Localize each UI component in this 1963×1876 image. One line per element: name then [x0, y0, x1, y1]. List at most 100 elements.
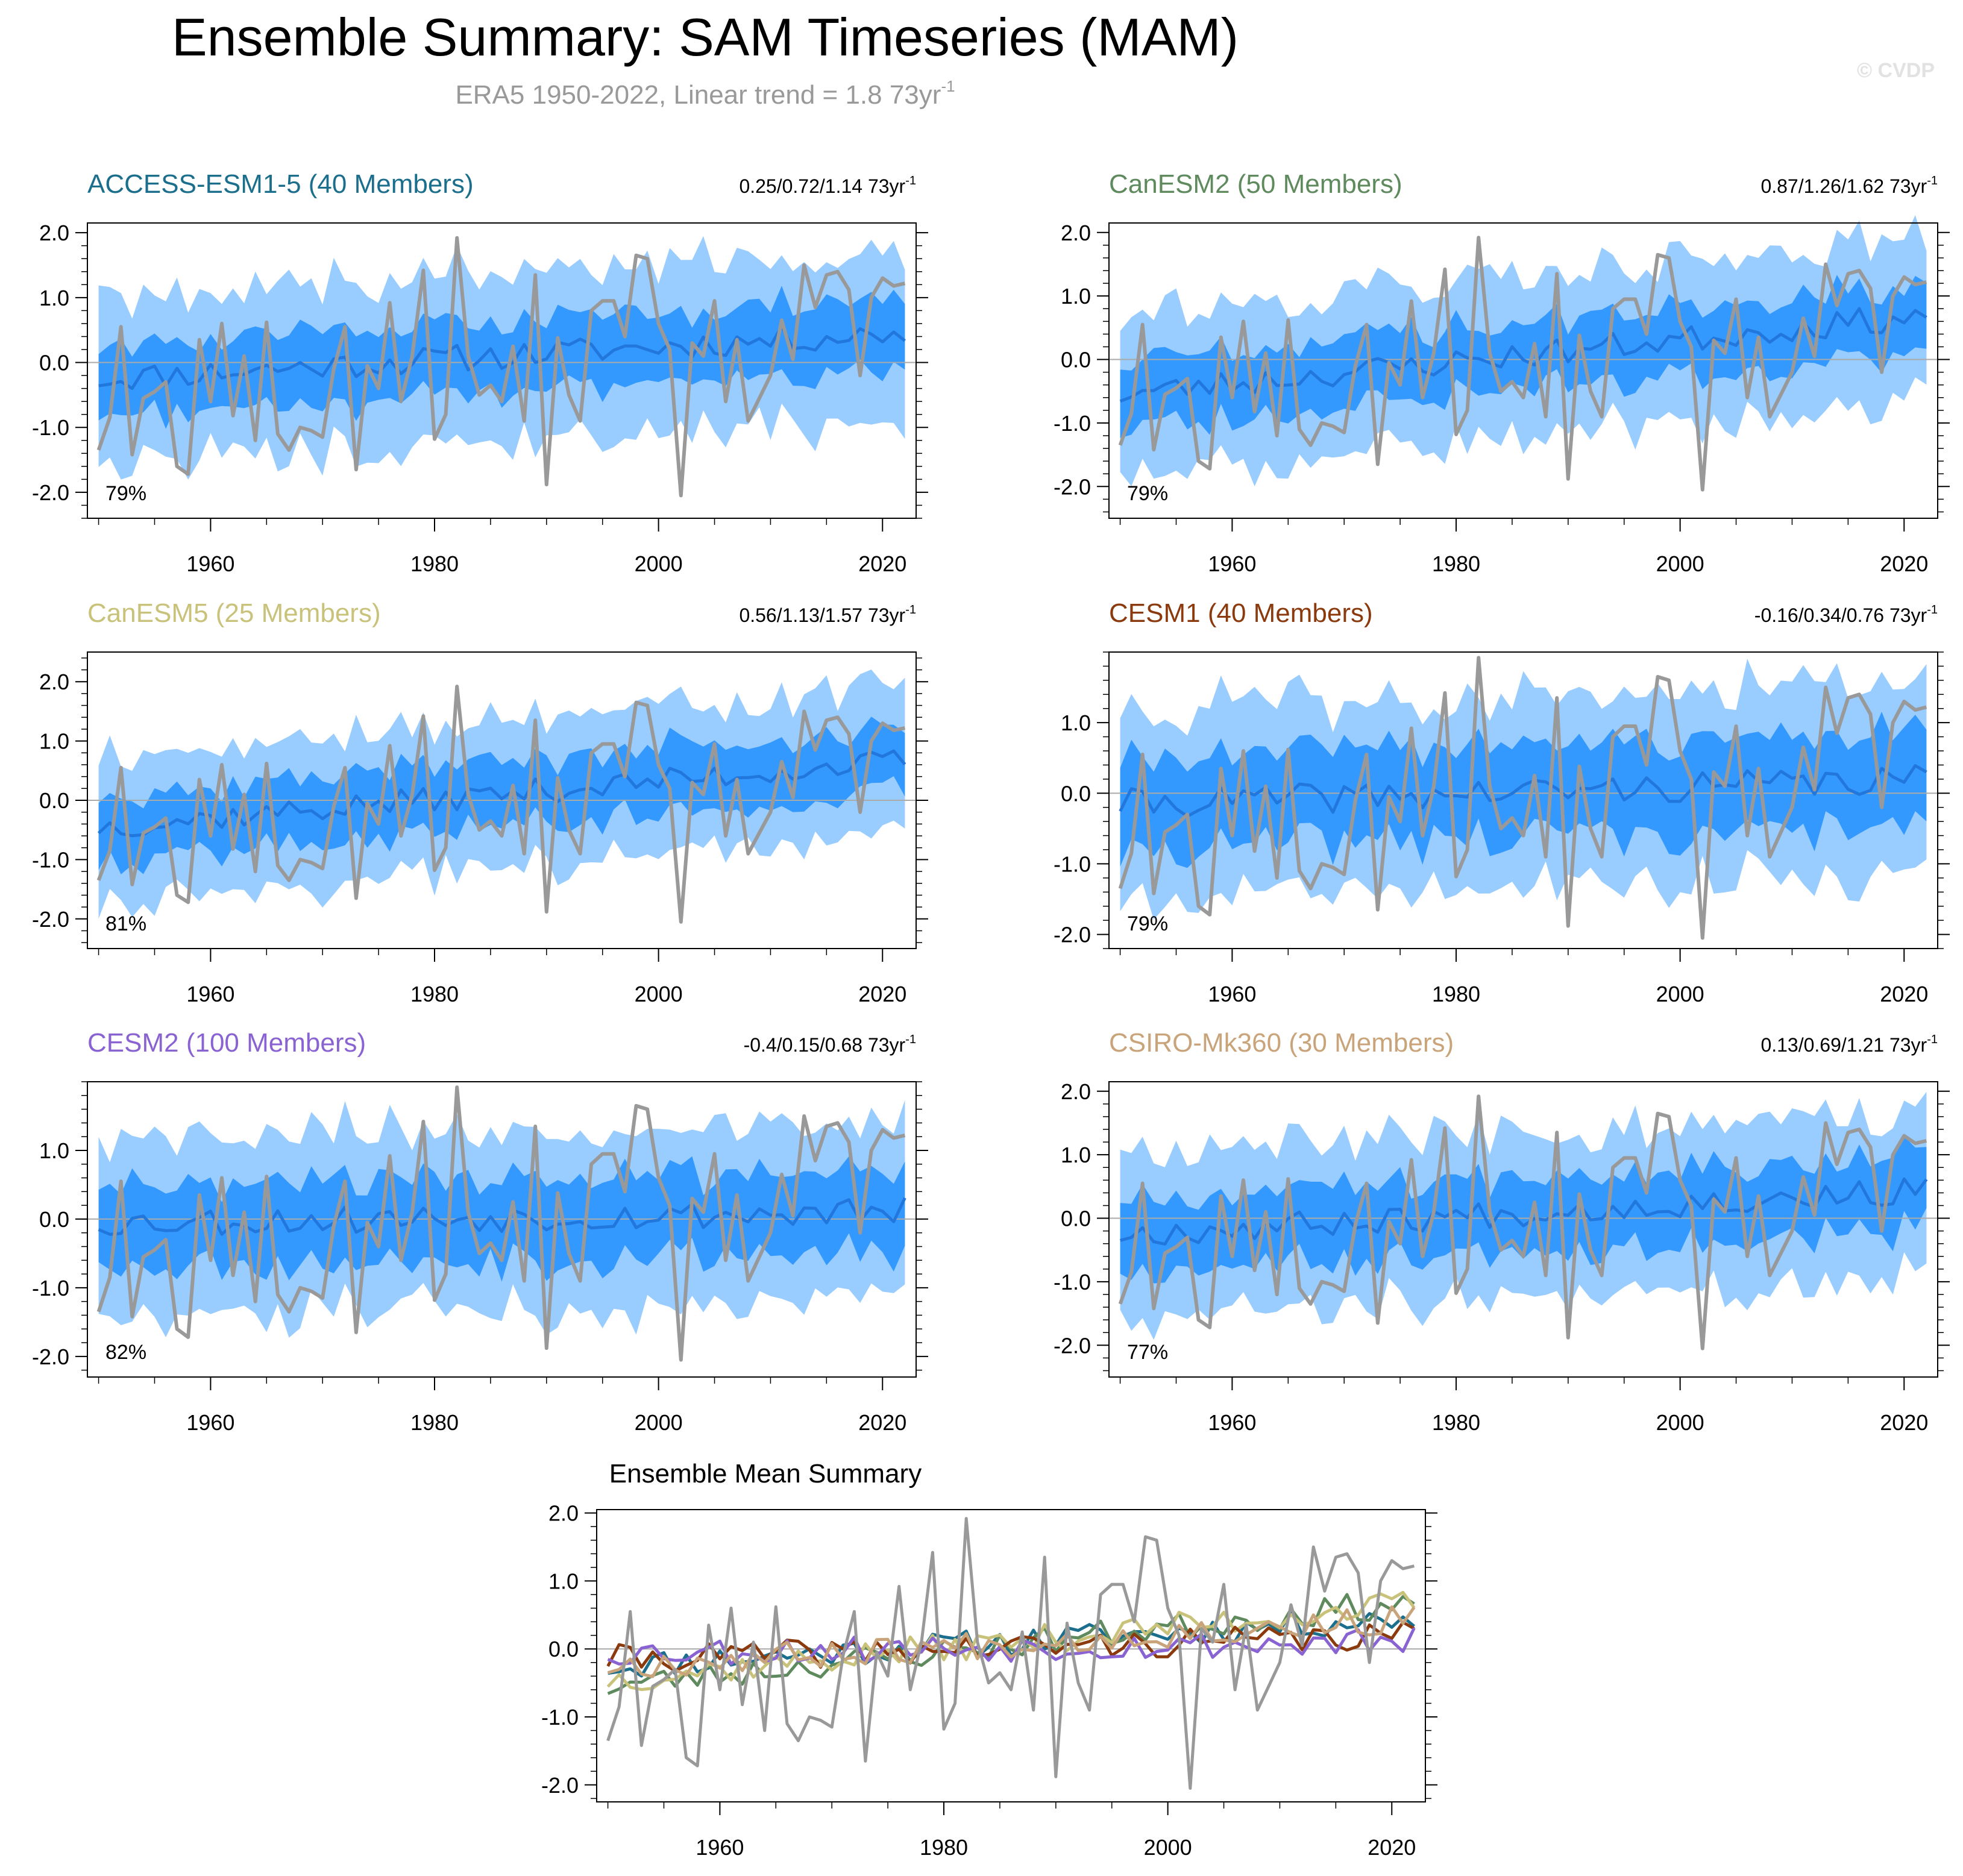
panel-title: CSIRO-Mk360 (30 Members): [1109, 1028, 1454, 1058]
x-tick-label: 1960: [1208, 982, 1256, 1006]
percent-label: 81%: [105, 912, 146, 935]
y-tick-label: 1.0: [1061, 1143, 1091, 1167]
y-tick-label: -2.0: [1054, 923, 1091, 947]
panel-trend-text: -0.16/0.34/0.76 73yr: [1754, 604, 1927, 626]
panel-title: ACCESS-ESM1-5 (40 Members): [87, 169, 474, 199]
panel-trend-sup: -1: [905, 1033, 916, 1046]
panel-cesm2-100-members: CESM2 (100 Members) -0.4/0.15/0.68 73yr-1…: [32, 1028, 928, 1435]
panel-trend: -0.4/0.15/0.68 73yr-1: [744, 1033, 916, 1056]
panel-trend: 0.87/1.26/1.62 73yr-1: [1760, 174, 1938, 197]
observed-line: [96, 236, 906, 498]
x-tick-label: 1980: [920, 1835, 968, 1860]
x-tick-label: 1960: [186, 982, 234, 1006]
panel-trend: 0.25/0.72/1.14 73yr-1: [739, 174, 916, 197]
y-tick-label: -2.0: [32, 1344, 69, 1369]
x-tick-label: 2020: [858, 1410, 906, 1435]
y-tick-label: 0.0: [39, 351, 69, 375]
x-tick-label: 2020: [1880, 1410, 1928, 1435]
panel-title: CESM1 (40 Members): [1109, 598, 1373, 628]
series-line-era5: [606, 1517, 1415, 1790]
y-tick-label: -1.0: [32, 415, 69, 440]
panel-trend-text: 0.25/0.72/1.14 73yr: [739, 175, 905, 197]
x-tick-label: 2020: [858, 982, 906, 1006]
x-tick-label: 1960: [186, 551, 234, 576]
y-tick-label: 1.0: [1061, 284, 1091, 309]
y-tick-label: -1.0: [1054, 1270, 1091, 1294]
x-tick-label: 1980: [410, 1410, 459, 1435]
x-tick-label: 2020: [858, 551, 906, 576]
panel-trend-text: 0.13/0.69/1.21 73yr: [1760, 1034, 1927, 1056]
y-tick-label: -1.0: [1054, 411, 1091, 436]
panel-cesm1-40-members: CESM1 (40 Members) -0.16/0.34/0.76 73yr-1…: [1054, 598, 1950, 1006]
y-tick-label: 2.0: [39, 670, 69, 694]
y-tick-label: -1.0: [32, 1276, 69, 1300]
panel-trend-sup: -1: [1927, 603, 1938, 616]
ensemble-mean-line: [98, 1197, 906, 1236]
y-tick-label: 2.0: [548, 1501, 579, 1526]
x-tick-label: 2000: [635, 1410, 683, 1435]
percent-label: 79%: [1127, 482, 1168, 505]
y-tick-label: -1.0: [32, 847, 69, 872]
x-tick-label: 2020: [1880, 551, 1928, 576]
y-tick-label: -2.0: [32, 480, 69, 505]
y-tick-label: 1.0: [39, 286, 69, 310]
x-tick-label: 1980: [1432, 1410, 1480, 1435]
y-tick-label: -1.0: [541, 1705, 579, 1730]
x-tick-label: 1960: [1208, 551, 1256, 576]
y-tick-label: 1.0: [39, 1138, 69, 1163]
y-tick-label: 0.0: [1061, 1206, 1091, 1231]
inner-spread-band: [98, 286, 905, 429]
observed-line: [1118, 656, 1927, 940]
panel-trend-sup: -1: [1927, 1033, 1938, 1046]
plot-frame: [87, 222, 917, 519]
x-tick-label: 1980: [410, 982, 459, 1006]
panel-csiro-mk360-30-members: CSIRO-Mk360 (30 Members) 0.13/0.69/1.21 7…: [1054, 1028, 1950, 1435]
inner-spread-band: [1120, 712, 1927, 868]
panel-title: CESM2 (100 Members): [87, 1028, 366, 1058]
panel-trend-text: 0.87/1.26/1.62 73yr: [1760, 175, 1927, 197]
panel-title: CanESM2 (50 Members): [1109, 169, 1402, 199]
panel-access-esm1-5-40-members: ACCESS-ESM1-5 (40 Members) 0.25/0.72/1.14…: [32, 169, 928, 576]
x-tick-label: 1980: [1432, 551, 1480, 576]
x-tick-label: 1980: [1432, 982, 1480, 1006]
y-tick-label: -2.0: [1054, 474, 1091, 499]
panel-canesm5-25-members: CanESM5 (25 Members) 0.56/1.13/1.57 73yr-…: [32, 598, 928, 1006]
y-tick-label: 0.0: [39, 788, 69, 813]
panel-trend-text: -0.4/0.15/0.68 73yr: [744, 1034, 906, 1056]
series-line-csiro-mk360: [607, 1605, 1416, 1678]
panel-trend-sup: -1: [905, 603, 916, 616]
x-tick-label: 2000: [1656, 551, 1704, 576]
ensemble-mean-line: [98, 324, 906, 390]
panels: ACCESS-ESM1-5 (40 Members) 0.25/0.72/1.14…: [32, 169, 1950, 1860]
x-tick-label: 2000: [635, 551, 683, 576]
percent-label: 79%: [1127, 912, 1168, 935]
inner-spread-band: [98, 717, 905, 874]
y-tick-label: 1.0: [39, 729, 69, 754]
plot-frame: [1108, 222, 1938, 519]
y-tick-label: -2.0: [32, 907, 69, 932]
x-tick-label: 1980: [410, 551, 459, 576]
ensemble-mean-line: [1119, 764, 1927, 818]
figure-subtitle: ERA5 1950-2022, Linear trend = 1.8 73yr-…: [455, 77, 955, 110]
y-tick-label: -1.0: [1054, 852, 1091, 876]
x-tick-label: 2000: [1656, 1410, 1704, 1435]
y-tick-label: 1.0: [1061, 711, 1091, 735]
plot-frame: [87, 1081, 917, 1378]
x-tick-label: 2000: [635, 982, 683, 1006]
y-tick-label: 2.0: [1061, 1079, 1091, 1104]
ensemble-mean-line: [1119, 1177, 1928, 1246]
y-tick-label: -2.0: [541, 1773, 579, 1798]
percent-label: 82%: [105, 1341, 146, 1364]
figure-subtitle-sup: -1: [941, 77, 955, 95]
x-tick-label: 1960: [186, 1410, 234, 1435]
series-line-cesm2: [607, 1627, 1416, 1666]
panel-trend-sup: -1: [905, 174, 916, 187]
x-tick-label: 2000: [1656, 982, 1704, 1006]
observed-line: [96, 1085, 906, 1362]
y-tick-label: 0.0: [1061, 781, 1091, 806]
panel-trend-text: 0.56/1.13/1.57 73yr: [739, 604, 905, 626]
ensemble-mean-line: [1119, 307, 1927, 403]
inner-spread-band: [1120, 275, 1927, 438]
panel-trend: 0.13/0.69/1.21 73yr-1: [1760, 1033, 1938, 1056]
